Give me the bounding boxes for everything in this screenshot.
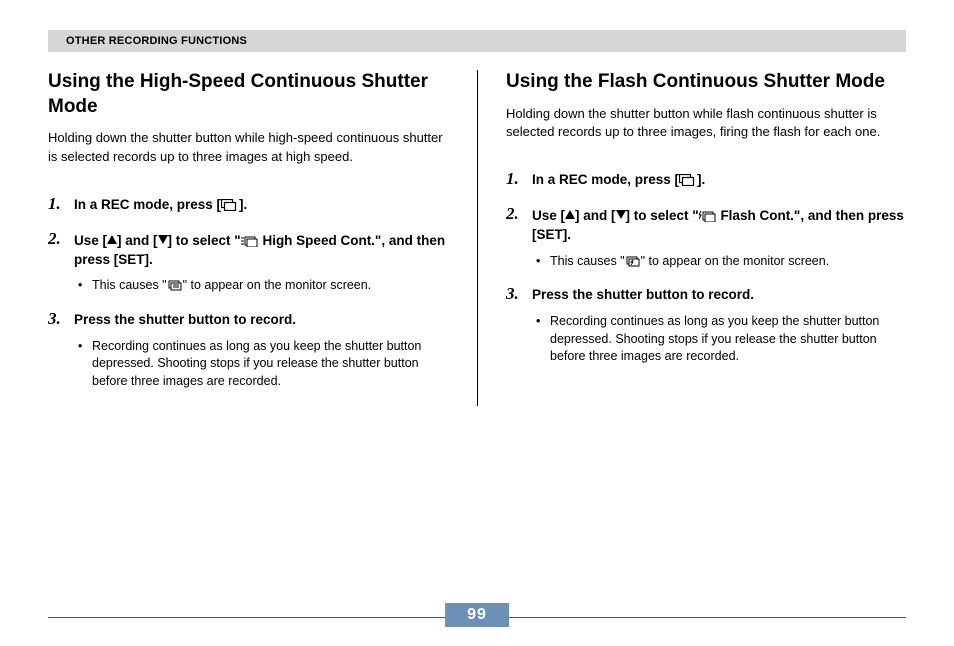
continuous-shutter-icon — [221, 199, 239, 211]
down-triangle-icon — [616, 206, 626, 225]
left-step-1-title: In a REC mode, press []. — [74, 196, 449, 215]
high-speed-indicator-icon — [167, 280, 183, 291]
up-triangle-icon — [565, 206, 575, 225]
right-step-3-title: Press the shutter button to record. — [532, 286, 906, 305]
text-fragment: In a REC mode, press [ — [532, 172, 679, 187]
high-speed-mode-icon — [241, 235, 259, 247]
left-step-2: Use [] and [] to select " High Speed Con… — [48, 231, 449, 295]
right-intro: Holding down the shutter button while fl… — [506, 105, 906, 141]
text-fragment: ]. — [697, 172, 705, 187]
right-step-2: Use [] and [] to select " Flash Cont.", … — [506, 206, 906, 270]
left-step-2-sub: This causes " " to appear on the monitor … — [74, 277, 449, 295]
section-banner: OTHER RECORDING FUNCTIONS — [48, 30, 906, 52]
text-fragment: ] to select " — [168, 233, 241, 248]
left-step-3-title: Press the shutter button to record. — [74, 311, 449, 330]
text-fragment: ]. — [239, 197, 247, 212]
left-step-1: In a REC mode, press []. — [48, 196, 449, 215]
right-step-1: In a REC mode, press []. — [506, 171, 906, 190]
left-column: Using the High-Speed Continuous Shutter … — [48, 70, 477, 406]
text-fragment: Use [ — [532, 208, 565, 223]
page-number: 99 — [445, 603, 509, 627]
right-step-1-title: In a REC mode, press []. — [532, 171, 906, 190]
left-step-3-sub-item: Recording continues as long as you keep … — [74, 338, 449, 391]
page: OTHER RECORDING FUNCTIONS Using the High… — [0, 0, 954, 646]
left-intro: Holding down the shutter button while hi… — [48, 129, 449, 165]
text-fragment: This causes " — [92, 278, 167, 292]
right-step-3-sub-item: Recording continues as long as you keep … — [532, 313, 906, 366]
right-step-2-sub: This causes " " to appear on the monitor … — [532, 253, 906, 271]
text-fragment: " to appear on the monitor screen. — [183, 278, 372, 292]
left-step-2-sub-item: This causes " " to appear on the monitor … — [74, 277, 449, 295]
down-triangle-icon — [158, 231, 168, 250]
text-fragment: " to appear on the monitor screen. — [641, 254, 830, 268]
right-column: Using the Flash Continuous Shutter Mode … — [477, 70, 906, 406]
left-steps: In a REC mode, press []. Use [ ] and [ ] t… — [48, 196, 449, 391]
continuous-shutter-icon — [679, 174, 697, 186]
text-fragment: Use [ — [74, 233, 107, 248]
right-step-2-title: Use [] and [] to select " Flash Cont.", … — [532, 206, 906, 245]
flash-cont-indicator-icon — [625, 256, 641, 267]
columns: Using the High-Speed Continuous Shutter … — [48, 70, 906, 406]
right-steps: In a REC mode, press []. Use [ ] and [ ] t… — [506, 171, 906, 366]
footer: 99 — [48, 617, 906, 618]
text-fragment: ] and [ — [575, 208, 616, 223]
flash-cont-mode-icon — [699, 210, 717, 222]
right-step-3: Press the shutter button to record. Reco… — [506, 286, 906, 365]
up-triangle-icon — [107, 231, 117, 250]
text-fragment: ] and [ — [117, 233, 158, 248]
left-step-2-title: Use [] and [] to select " High Speed Con… — [74, 231, 449, 270]
right-heading: Using the Flash Continuous Shutter Mode — [506, 70, 906, 95]
left-step-3: Press the shutter button to record. Reco… — [48, 311, 449, 390]
right-step-2-sub-item: This causes " " to appear on the monitor … — [532, 253, 906, 271]
left-step-3-sub: Recording continues as long as you keep … — [74, 338, 449, 391]
text-fragment: ] to select " — [626, 208, 699, 223]
left-heading: Using the High-Speed Continuous Shutter … — [48, 70, 449, 119]
text-fragment: This causes " — [550, 254, 625, 268]
text-fragment: In a REC mode, press [ — [74, 197, 221, 212]
right-step-3-sub: Recording continues as long as you keep … — [532, 313, 906, 366]
